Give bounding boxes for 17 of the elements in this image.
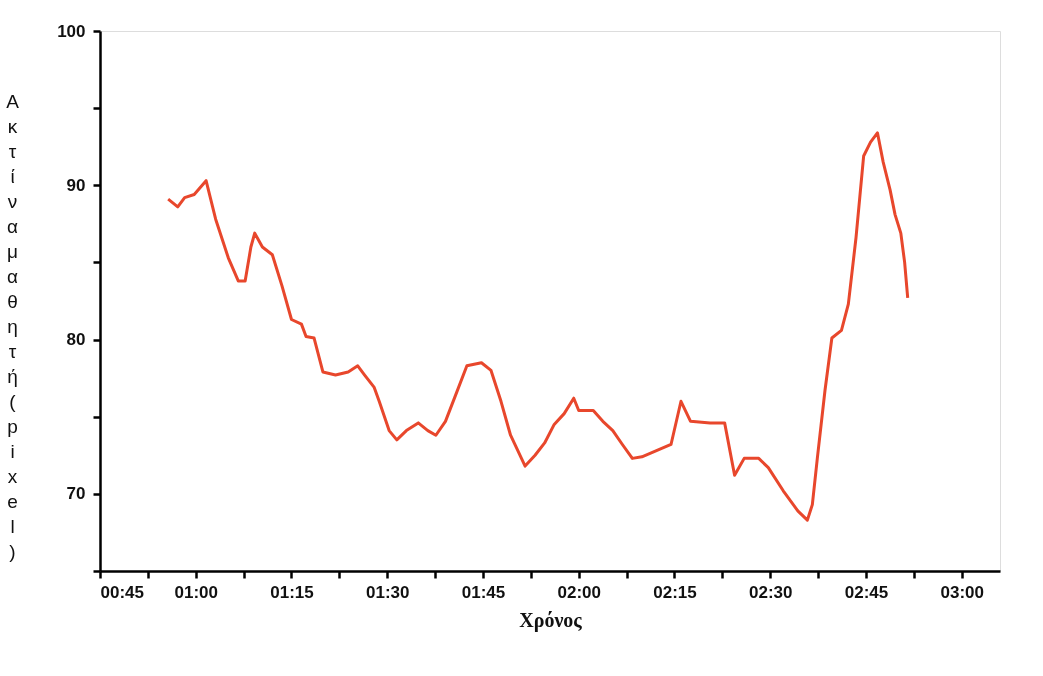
text: Ακτίνα μαθητή(pixel) [6,90,19,562]
x-tick-label: 02:00 [557,582,601,602]
x-tick-label: 01:15 [270,582,314,602]
x-tick-label: 03:00 [940,582,984,602]
x-tick-label: 01:45 [461,582,506,602]
line-series [166,131,910,522]
x-tick-label: 02:45 [844,582,889,602]
y-tick-label: 70 [66,484,86,504]
x-tick-label: 00:45 [100,582,144,602]
y-tick-label: 100 [57,21,86,41]
x-axis-title: Χρόνος [519,608,583,632]
x-tick-label: 01:00 [174,582,218,602]
y-tick-label: 90 [66,175,86,195]
x-tick-label: 01:30 [365,582,410,602]
x-tick-label: 02:30 [748,582,793,602]
x-tick-label: 02:15 [653,582,697,602]
y-tick-label: 80 [66,330,86,350]
